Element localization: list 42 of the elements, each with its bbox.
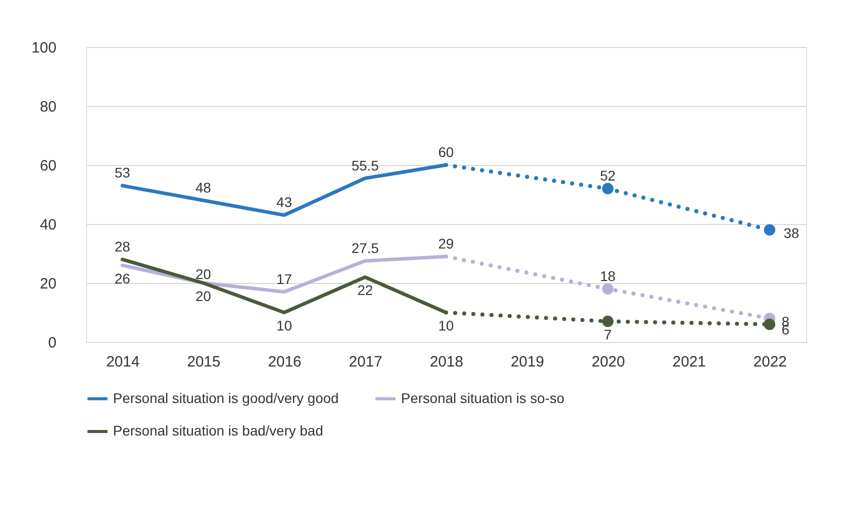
x-tick-label: 2014 (106, 354, 140, 370)
data-label: 28 (114, 238, 130, 254)
data-label: 27.5 (351, 240, 379, 256)
y-tick-label: 60 (40, 158, 56, 174)
data-label: 29 (438, 235, 454, 252)
data-label: 55.5 (351, 157, 379, 174)
legend-label: Personal situation is so-so (401, 390, 565, 406)
data-label: 18 (600, 268, 616, 284)
y-tick-label: 40 (40, 216, 56, 234)
x-tick-label: 2022 (753, 354, 787, 370)
data-label: 22 (357, 282, 374, 298)
data-label: 53 (114, 164, 130, 181)
data-label: 43 (276, 194, 292, 210)
x-tick-label: 2017 (348, 354, 382, 370)
data-label: 7 (604, 326, 612, 342)
point (602, 283, 614, 295)
x-tick-label: 2020 (592, 354, 625, 370)
point (764, 224, 776, 236)
y-tick-label: 20 (40, 276, 56, 292)
point (602, 182, 614, 194)
data-label: 20 (196, 266, 212, 282)
x-tick-label: 2021 (672, 354, 706, 370)
x-tick-label: 2016 (268, 354, 302, 370)
data-label: 10 (276, 318, 292, 334)
data-label: 48 (196, 179, 212, 196)
x-tick-label: 2019 (510, 354, 544, 370)
point (764, 318, 776, 330)
x-tick-label: 2015 (187, 354, 220, 370)
point (602, 316, 614, 328)
data-label: 60 (438, 144, 454, 160)
legend-label: Personal situation is good/very good (113, 390, 339, 406)
data-label: 52 (600, 168, 616, 184)
data-label: 17 (276, 270, 292, 287)
data-label: 20 (196, 288, 212, 304)
data-label: 10 (438, 318, 454, 334)
y-tick-label: 0 (48, 334, 56, 352)
legend-label: Personal situation is bad/very bad (113, 422, 324, 438)
data-label: 38 (784, 224, 800, 241)
y-tick-label: 100 (31, 40, 56, 56)
y-tick-label: 80 (40, 98, 56, 116)
data-label: 26 (114, 270, 130, 286)
x-tick-label: 2018 (430, 354, 464, 370)
